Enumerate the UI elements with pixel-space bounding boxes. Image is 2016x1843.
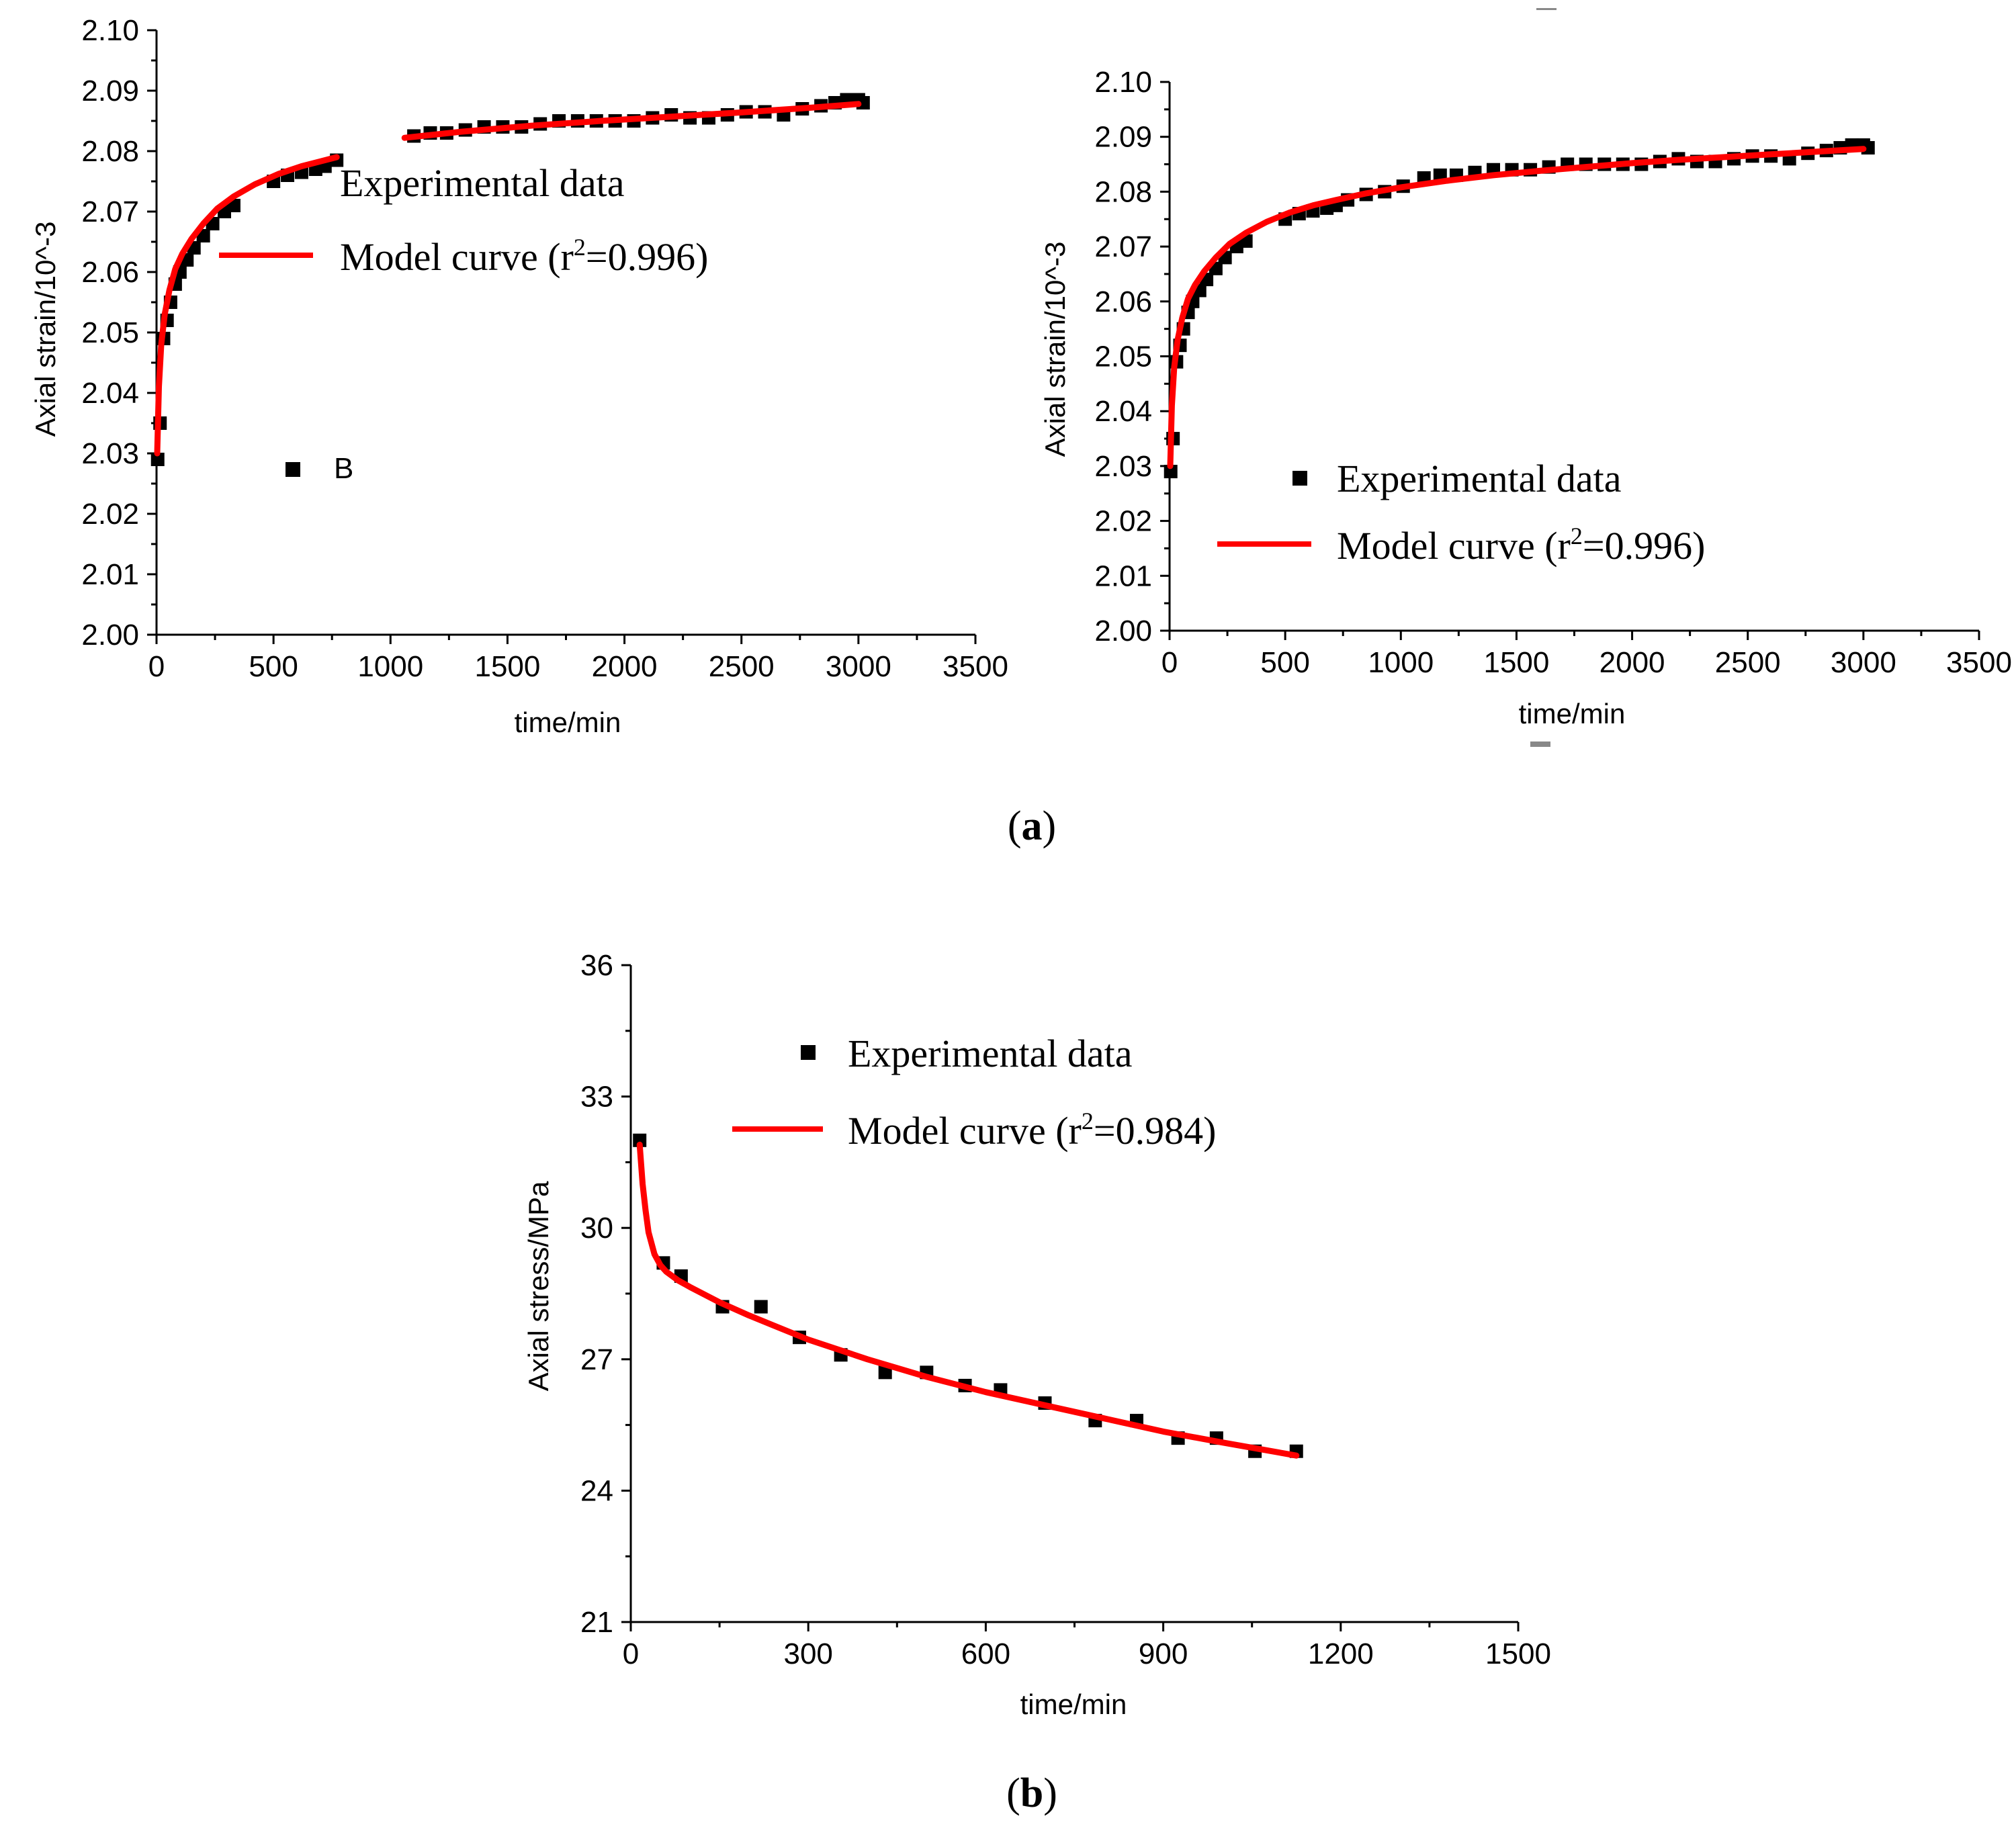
y-tick-label: 2.09	[1094, 121, 1152, 154]
y-tick-label: 30	[580, 1212, 613, 1245]
legend-experimental-label: Experimental data	[848, 1032, 1133, 1075]
x-tick-label: 500	[249, 650, 298, 683]
y-axis-title: Axial strain/10^-3	[30, 222, 61, 437]
x-tick-label: 1500	[474, 650, 540, 683]
x-tick-label: 600	[961, 1637, 1010, 1670]
x-tick-label: 2000	[1599, 646, 1665, 679]
y-tick-label: 2.00	[1094, 615, 1152, 647]
y-tick-label: 2.10	[81, 14, 139, 47]
legend: Experimental data Model curve (r2=0.996)	[1217, 457, 1705, 568]
y-tick-label: 2.08	[81, 135, 139, 168]
data-point	[633, 1133, 647, 1147]
x-tick-label: 1200	[1308, 1637, 1374, 1670]
data-point	[754, 1300, 768, 1314]
x-tick-label: 0	[148, 650, 165, 683]
x-tick-label: 300	[783, 1637, 832, 1670]
x-axis-title: time/min	[1020, 1689, 1127, 1720]
y-tick-label: 2.05	[81, 316, 139, 349]
x-tick-label: 1000	[1368, 646, 1434, 679]
legend: Experimental data Model curve (r2=0.984)	[732, 1032, 1216, 1153]
data-point	[878, 1365, 892, 1380]
x-axis-title: time/min	[515, 707, 621, 738]
y-tick-label: 2.01	[81, 558, 139, 591]
x-tick-label: 2500	[709, 650, 775, 683]
data-point	[150, 453, 165, 466]
y-tick-label: 2.06	[81, 256, 139, 289]
legend-marker-experimental	[801, 1045, 816, 1060]
legend-marker-experimental	[1292, 471, 1307, 486]
x-tick-label: 2000	[592, 650, 658, 683]
model-curve	[1167, 146, 1867, 469]
x-tick-label: 3500	[943, 650, 1008, 683]
y-axis-title: Axial stress/MPa	[523, 1181, 554, 1391]
y-tick-label: 2.00	[81, 619, 139, 651]
model-curve	[636, 1141, 1300, 1459]
x-tick-label: 0	[623, 1637, 639, 1670]
y-tick-label: 21	[580, 1606, 613, 1639]
legend-model-label: Model curve (r2=0.996)	[340, 234, 708, 279]
model-curve	[154, 154, 340, 457]
legend-marker-b	[286, 462, 300, 477]
x-tick-label: 0	[1162, 646, 1178, 679]
y-tick-label: 2.08	[1094, 175, 1152, 208]
legend-model-label: Model curve (r2=0.984)	[848, 1108, 1216, 1153]
panel-label-b: (b)	[1006, 1770, 1057, 1816]
y-tick-label: 2.02	[1094, 505, 1152, 538]
y-tick-label: 2.07	[81, 195, 139, 228]
legend-experimental-label: Experimental data	[1337, 457, 1622, 500]
y-tick-label: 36	[580, 949, 613, 982]
x-axis-title: time/min	[1519, 698, 1626, 729]
y-tick-label: 27	[580, 1343, 613, 1376]
y-tick-label: 33	[580, 1081, 613, 1114]
y-axis-title: Axial strain/10^-3	[1039, 242, 1071, 457]
x-tick-label: 1500	[1483, 646, 1549, 679]
x-tick-label: 3000	[1831, 646, 1896, 679]
y-tick-label: 2.02	[81, 498, 139, 531]
legend-experimental-label: Experimental data	[340, 161, 625, 205]
x-tick-label: 500	[1260, 646, 1309, 679]
y-tick-label: 2.06	[1094, 285, 1152, 318]
chart-b: time/min Axial stress/MPa Experimental d…	[523, 949, 1551, 1720]
data-point	[1164, 465, 1178, 479]
x-tick-label: 1500	[1485, 1637, 1551, 1670]
model-curve	[401, 101, 862, 141]
y-tick-label: 2.07	[1094, 230, 1152, 263]
y-tick-label: 2.04	[81, 377, 139, 410]
y-tick-label: 2.03	[81, 437, 139, 470]
y-tick-label: 2.05	[1094, 341, 1152, 373]
chart-a-right: time/min Axial strain/10^-3 Experimental…	[1039, 8, 2012, 747]
x-tick-label: 3000	[826, 650, 891, 683]
legend-label-b: B	[334, 452, 353, 485]
y-tick-label: 2.04	[1094, 395, 1152, 428]
y-tick-label: 2.10	[1094, 66, 1152, 99]
artifact-mark	[1530, 741, 1550, 747]
y-tick-label: 2.09	[81, 75, 139, 107]
x-tick-label: 900	[1139, 1637, 1188, 1670]
x-tick-label: 1000	[357, 650, 423, 683]
x-tick-label: 2500	[1715, 646, 1781, 679]
y-tick-label: 24	[580, 1474, 613, 1507]
y-tick-label: 2.01	[1094, 559, 1152, 592]
y-tick-label: 2.03	[1094, 450, 1152, 483]
artifact-mark-top	[1536, 8, 1557, 10]
legend: Experimental data Model curve (r2=0.996)…	[219, 161, 708, 485]
legend-model-label: Model curve (r2=0.996)	[1337, 523, 1705, 568]
chart-a-left: time/min Axial strain/10^-3 Experimental…	[30, 14, 1008, 738]
panel-label-a: (a)	[1008, 803, 1056, 849]
x-tick-label: 3500	[1946, 646, 2012, 679]
